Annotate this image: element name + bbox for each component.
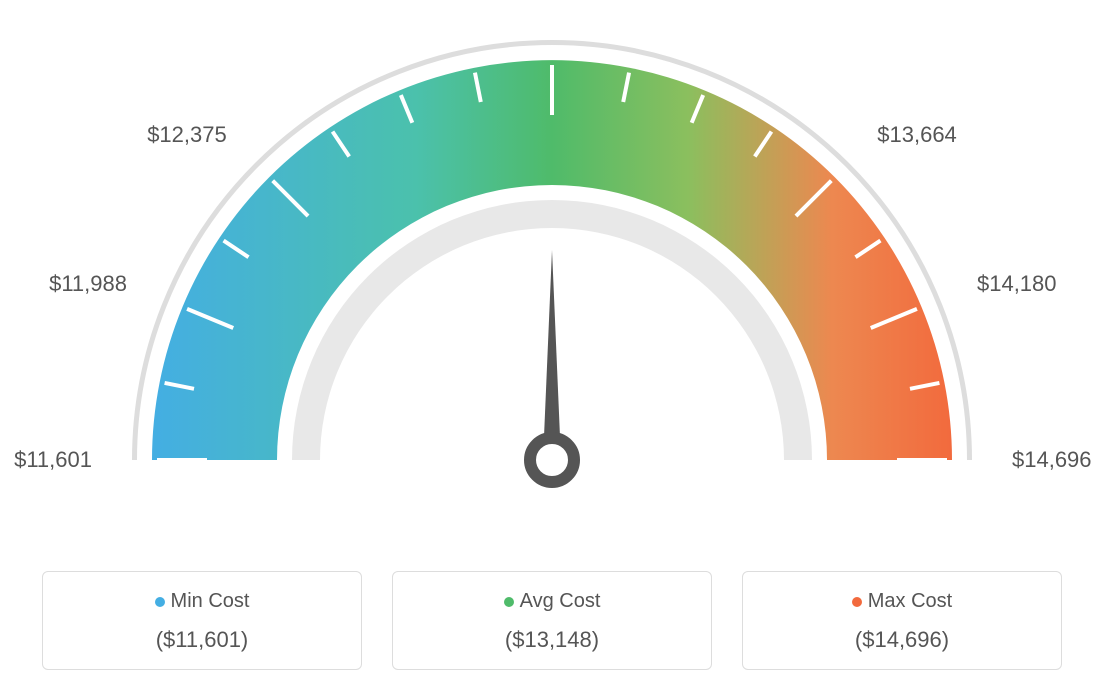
dot-icon [155,597,165,607]
legend-title-avg: Avg Cost [393,590,711,613]
legend-title-text: Avg Cost [520,590,601,612]
legend-value-min: ($11,601) [43,627,361,653]
scale-label: $13,664 [877,122,957,148]
scale-label: $14,696 [1012,447,1092,473]
scale-label: $11,601 [14,447,92,473]
legend-title-text: Max Cost [868,590,952,612]
legend-value-avg: ($13,148) [393,627,711,653]
gauge-svg [0,0,1104,540]
legend-card-max: Max Cost ($14,696) [742,571,1062,670]
scale-label: $12,375 [147,122,227,148]
dot-icon [504,597,514,607]
legend-row: Min Cost ($11,601) Avg Cost ($13,148) Ma… [0,571,1104,670]
legend-value-max: ($14,696) [743,627,1061,653]
dot-icon [852,597,862,607]
legend-card-avg: Avg Cost ($13,148) [392,571,712,670]
scale-label: $11,988 [49,271,127,297]
legend-title-max: Max Cost [743,590,1061,613]
scale-label: $14,180 [977,271,1057,297]
gauge-chart: $11,601$11,988$12,375$13,148$13,664$14,1… [0,0,1104,540]
legend-title-text: Min Cost [171,590,250,612]
legend-title-min: Min Cost [43,590,361,613]
legend-card-min: Min Cost ($11,601) [42,571,362,670]
